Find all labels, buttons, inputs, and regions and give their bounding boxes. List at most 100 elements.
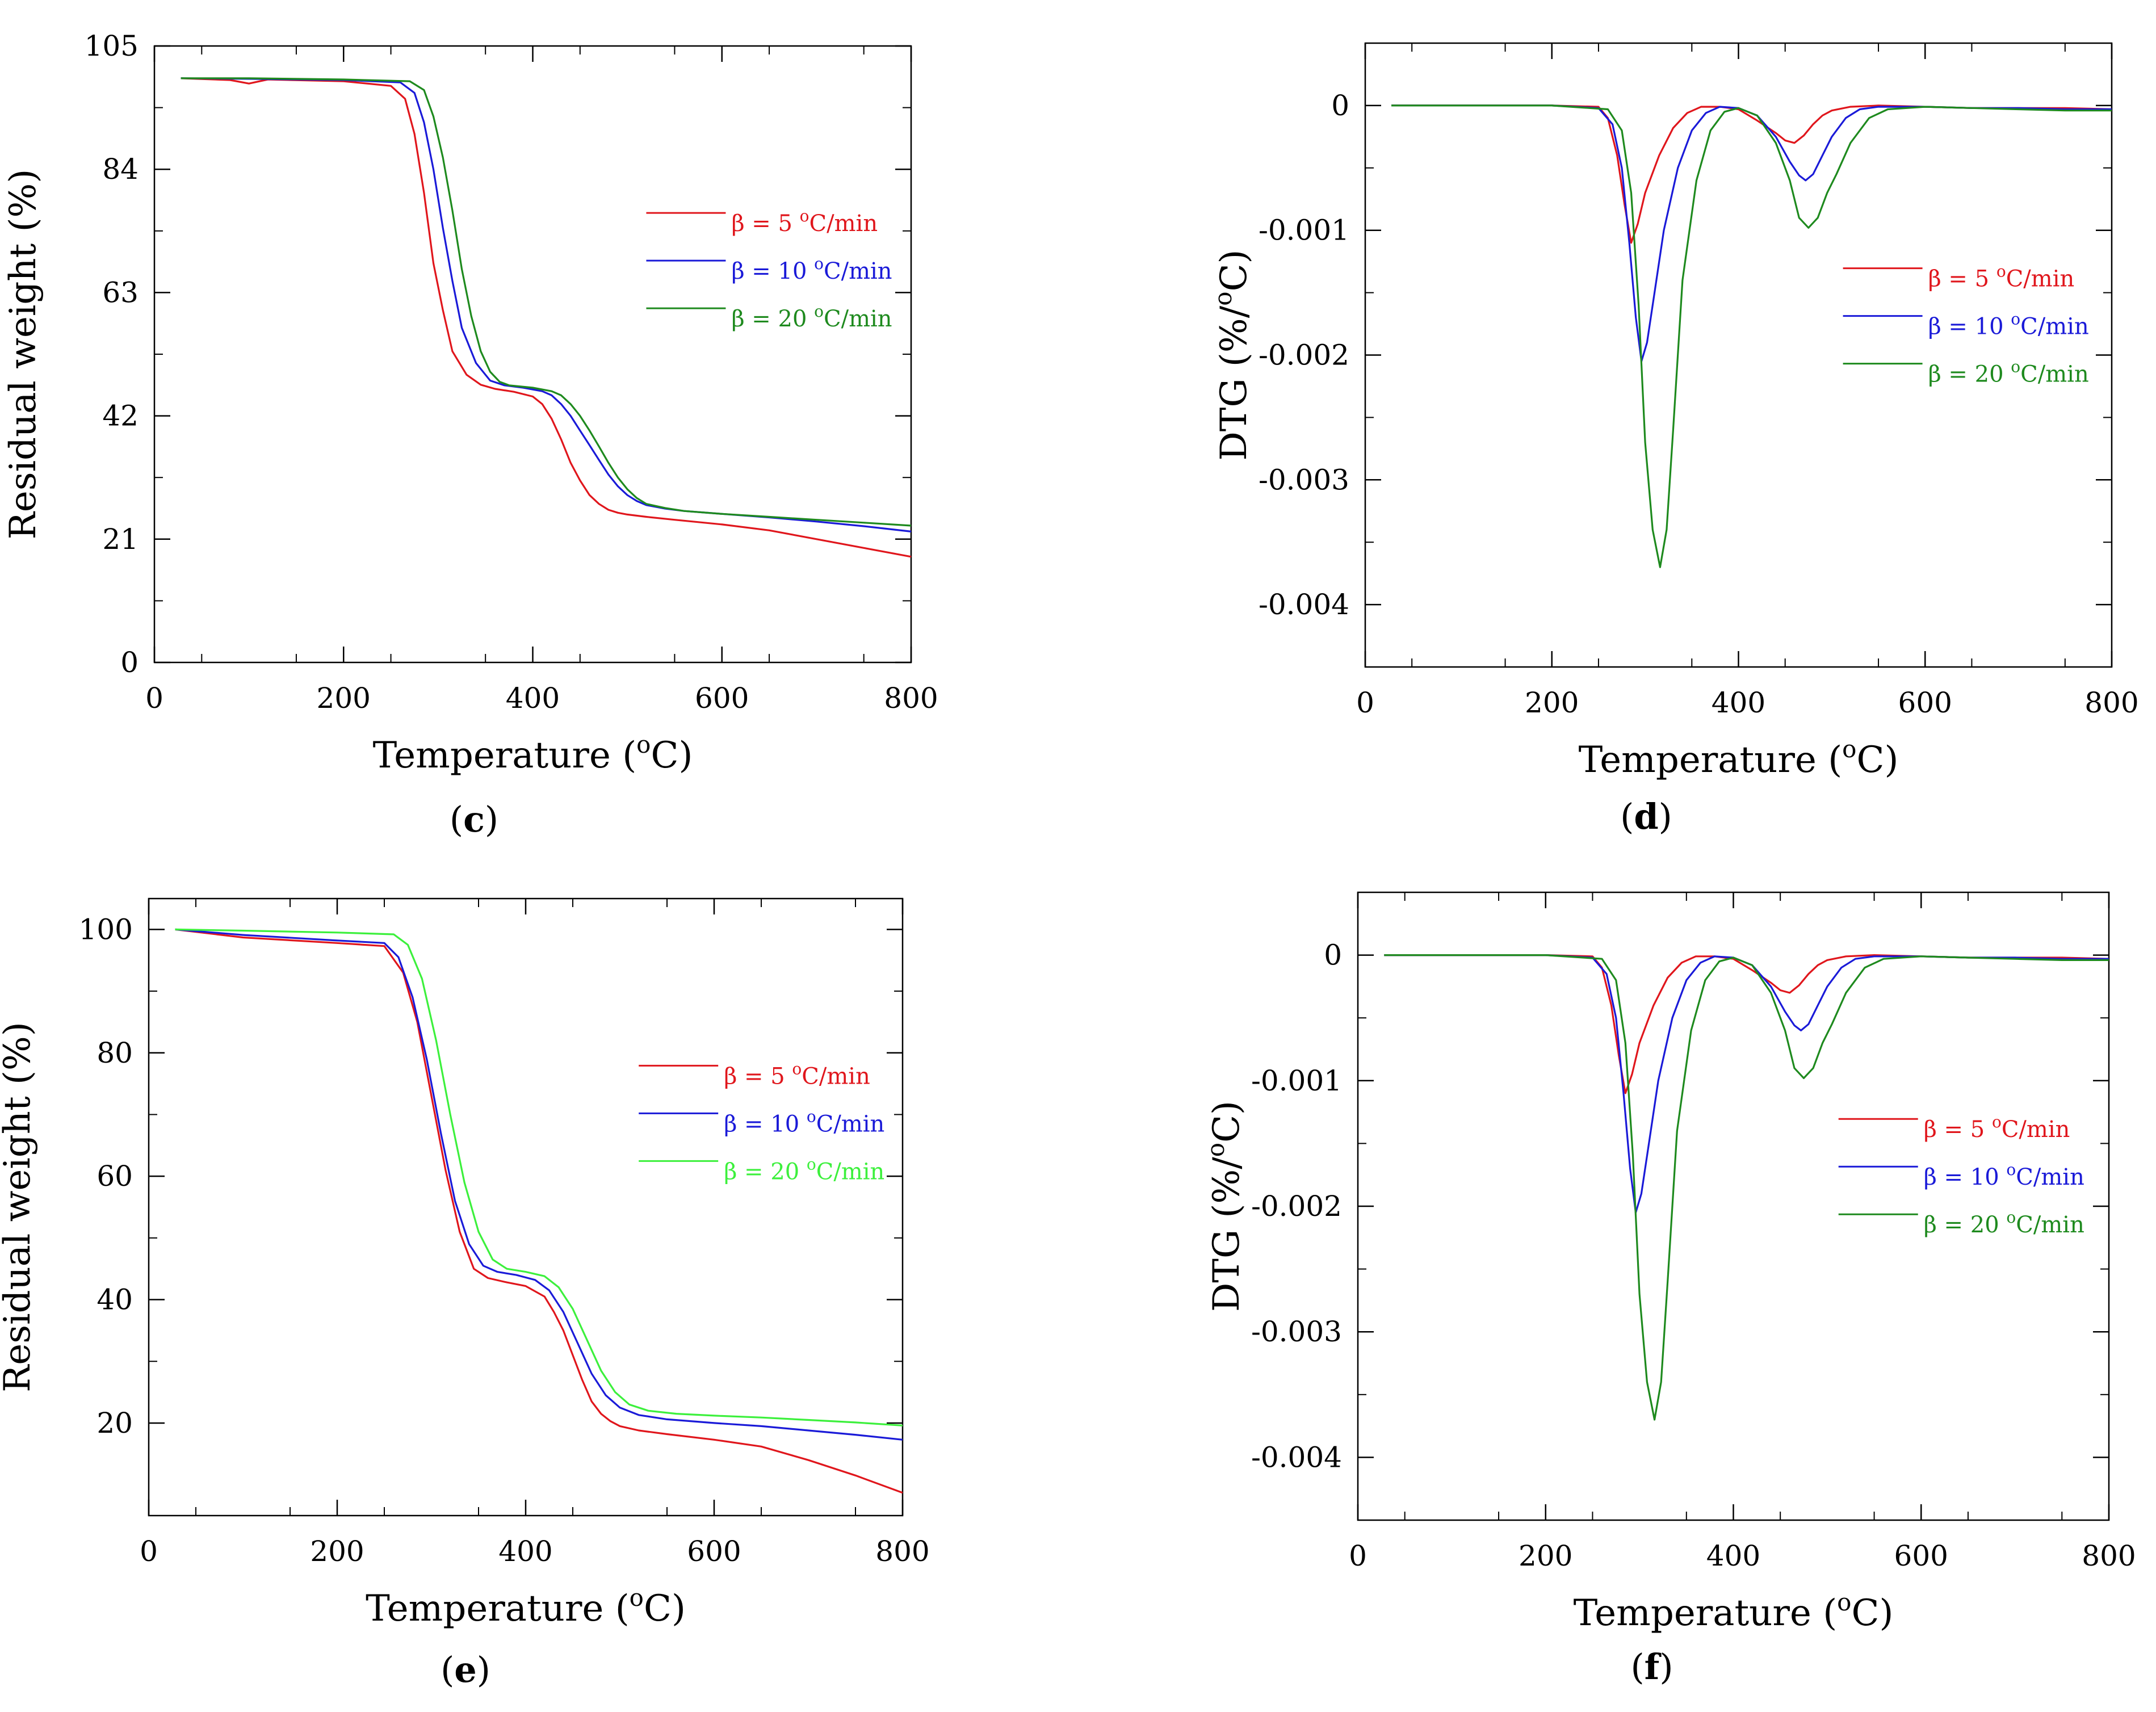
x-ticks: 0 200 400 600 800: [1356, 43, 2139, 719]
y-tick-label: -0.001: [1259, 214, 1349, 247]
chart-panel-d: 0 200 400 600 800 0 -0.001 -0.002 -0.003 -0.004 Te…: [1209, 42, 2139, 781]
panel-label-f: (f): [1630, 1646, 1673, 1688]
legend-entry-0: β = 5 oC/min: [1928, 262, 2075, 292]
x-tick-label: 800: [875, 1535, 929, 1568]
y-ticks: 0 -0.001 -0.002 -0.003 -0.004: [1259, 89, 2112, 621]
y-ticks: 20 40 60 80 100: [79, 913, 903, 1440]
legend-entry-1: β = 10 oC/min: [1928, 310, 2089, 340]
x-axis-label-unit: C): [644, 1588, 686, 1630]
legend-entry-unit: C/min: [2020, 362, 2089, 388]
series-lines: [181, 77, 912, 558]
legend-entry-sup: o: [2011, 310, 2020, 329]
legend-entry-sup: o: [800, 207, 809, 225]
legend-entry-name: β = 20: [1928, 362, 2011, 388]
y-tick-label: 20: [97, 1407, 133, 1440]
legend-entry-name: β = 20: [731, 306, 814, 332]
legend-entry-sup: o: [807, 1107, 816, 1126]
y-tick-label: 0: [120, 646, 139, 679]
x-axis-label: Temperature (oC): [1579, 735, 1899, 781]
y-axis-label-unit: C): [1206, 1101, 1248, 1143]
legend-entry-unit: C/min: [816, 1111, 885, 1137]
legend-entry-1: β = 10 oC/min: [724, 1107, 884, 1137]
legend-entry-name: β = 10: [1924, 1164, 2007, 1190]
legend-entry-name: β = 5: [1928, 266, 1996, 292]
x-axis-label: Temperature (oC): [373, 731, 693, 777]
y-tick-label: -0.001: [1251, 1064, 1342, 1097]
x-ticks: 0 200 400 600 800: [1349, 892, 2136, 1572]
legend-entry-unit: C/min: [809, 211, 878, 237]
legend-entry-sup: o: [2006, 1160, 2016, 1179]
x-tick-label: 0: [1349, 1539, 1367, 1572]
legend-entry-name: β = 10: [724, 1111, 807, 1137]
series-line-0: [1384, 954, 2109, 1094]
series-lines: [1391, 104, 2112, 568]
x-tick-label: 600: [695, 682, 749, 715]
x-tick-label: 0: [1356, 686, 1374, 719]
series-line-2: [175, 928, 903, 1426]
x-axis-label-sup: o: [636, 731, 651, 758]
legend-entry-2: β = 20 oC/min: [731, 302, 892, 332]
y-tick-label: -0.003: [1251, 1315, 1342, 1348]
y-axis-label: Residual weight (%): [0, 1022, 39, 1392]
x-tick-label: 0: [145, 682, 163, 715]
x-tick-label: 800: [884, 682, 938, 715]
y-ticks: 0 21 42 63 84 105: [85, 30, 911, 679]
panel-label-c: (c): [450, 799, 498, 840]
panel-label-open: (: [1630, 1646, 1644, 1688]
y-tick-label: 60: [97, 1160, 133, 1193]
panel-label-close: ): [1659, 1646, 1673, 1688]
y-tick-label: -0.002: [1259, 339, 1349, 372]
legend-entry-sup: o: [2006, 1208, 2016, 1227]
x-tick-label: 600: [687, 1535, 741, 1568]
y-tick-label: 0: [1324, 939, 1342, 972]
x-axis-label-text: Temperature (: [366, 1588, 630, 1630]
series-line-0: [1391, 104, 2112, 244]
y-tick-label: 80: [97, 1037, 133, 1069]
x-axis-label-sup: o: [630, 1584, 644, 1612]
legend-entry-unit: C/min: [2002, 1117, 2070, 1143]
legend-entry-1: β = 10 oC/min: [731, 254, 892, 284]
series-line-2: [1384, 954, 2109, 1421]
legend-entry-unit: C/min: [2020, 314, 2089, 340]
y-axis-label-text: Residual weight (%): [0, 1022, 39, 1392]
series-line-0: [175, 928, 903, 1494]
x-tick-label: 400: [1706, 1539, 1760, 1572]
panel-label-open: (: [441, 1649, 454, 1690]
plot-frame: [148, 897, 904, 1517]
y-axis-label-text: Residual weight (%): [2, 169, 44, 540]
y-tick-label: -0.003: [1259, 463, 1349, 496]
x-axis-label-text: Temperature (: [1574, 1592, 1838, 1634]
panel-label-letter: f: [1645, 1646, 1662, 1688]
x-axis-label: Temperature (oC): [1574, 1588, 1894, 1634]
y-axis-label: DTG (%/oC): [1202, 1101, 1248, 1312]
y-axis-label-sup: o: [1209, 291, 1237, 305]
x-tick-label: 200: [1525, 686, 1579, 719]
x-tick-label: 600: [1894, 1539, 1948, 1572]
legend-entry-name: β = 20: [1924, 1212, 2007, 1238]
x-tick-label: 400: [1712, 686, 1765, 719]
panel-label-letter: c: [463, 799, 485, 840]
y-axis-label-text: DTG (%/: [1206, 1157, 1248, 1312]
x-axis-label-unit: C): [651, 735, 693, 777]
x-axis-label-sup: o: [1842, 735, 1856, 763]
x-tick-label: 600: [1898, 686, 1952, 719]
legend-entry-unit: C/min: [2016, 1164, 2084, 1190]
legend-entry-sup: o: [814, 254, 824, 273]
legend-entry-sup: o: [1996, 262, 2006, 281]
panel-label-close: ): [477, 1649, 490, 1690]
y-tick-label: -0.004: [1251, 1441, 1342, 1474]
legend-entry-1: β = 10 oC/min: [1924, 1160, 2084, 1190]
y-axis-label-unit: C): [1213, 249, 1255, 291]
x-tick-label: 400: [498, 1535, 552, 1568]
legend-entry-unit: C/min: [802, 1063, 870, 1089]
legend-entry-unit: C/min: [2006, 266, 2075, 292]
legend-entry-name: β = 5: [731, 211, 799, 237]
x-axis-label-unit: C): [1856, 739, 1898, 781]
series-lines: [175, 928, 903, 1494]
legend-entry-name: β = 5: [1924, 1117, 1992, 1143]
legend-entry-0: β = 5 oC/min: [731, 207, 878, 237]
panel-label-close: ): [1659, 796, 1672, 837]
